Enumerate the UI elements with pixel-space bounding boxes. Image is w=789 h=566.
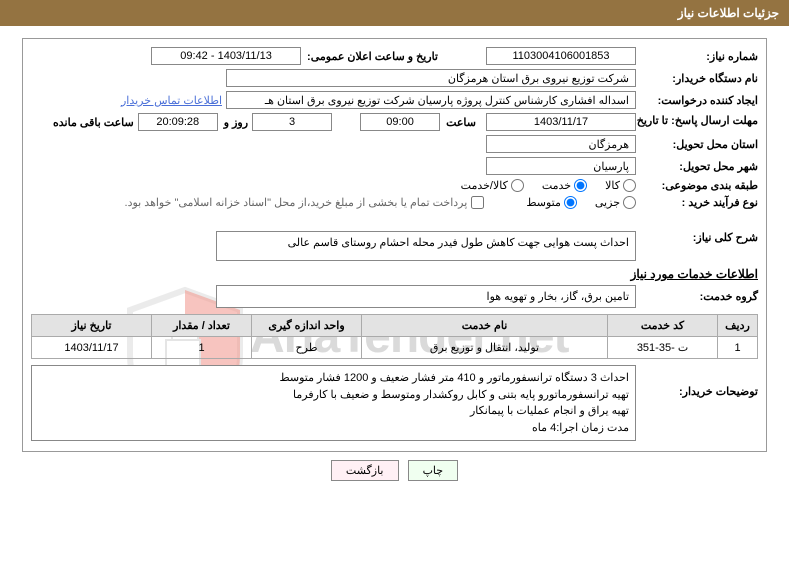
process-label: نوع فرآیند خرید :	[640, 196, 758, 209]
radio-both[interactable]: کالا/خدمت	[461, 179, 524, 192]
buyer-note-line: تهیه یراق و انجام عملیات با پیمانکار	[38, 403, 629, 420]
radio-goods-label: کالا	[605, 179, 620, 192]
radio-small[interactable]: جزیی	[595, 196, 636, 209]
table-row: 1ت -35-351تولید، انتقال و توزیع برقطرح11…	[32, 337, 758, 359]
buyer-notes-label: توضیحات خریدار:	[640, 365, 758, 398]
table-header: تعداد / مقدار	[152, 315, 252, 337]
table-header: تاریخ نیاز	[32, 315, 152, 337]
buyer-org-label: نام دستگاه خریدار:	[640, 72, 758, 85]
button-row: چاپ بازگشت	[0, 460, 789, 481]
radio-service-label: خدمت	[542, 179, 571, 192]
days-and: روز و	[222, 116, 248, 129]
table-header: واحد اندازه گیری	[252, 315, 362, 337]
treasury-note: پرداخت تمام یا بخشی از مبلغ خرید،از محل …	[125, 196, 468, 209]
buyer-note-line: مدت زمان اجرا:4 ماه	[38, 420, 629, 437]
need-number-label: شماره نیاز:	[640, 50, 758, 63]
time-label: ساعت	[444, 116, 476, 129]
table-cell: 1	[718, 337, 758, 359]
radio-goods-input[interactable]	[623, 179, 636, 192]
table-header: ردیف	[718, 315, 758, 337]
city-label: شهر محل تحویل:	[640, 160, 758, 173]
need-desc-label: شرح کلی نیاز:	[640, 231, 758, 244]
buyer-note-line: تهیه ترانسفورماتورو پایه بتنی و کابل روک…	[38, 387, 629, 404]
radio-medium-input[interactable]	[564, 196, 577, 209]
need-desc-text: احداث پست هوایی جهت کاهش طول فیدر محله ا…	[288, 237, 629, 249]
deadline-time: 09:00	[360, 113, 440, 131]
main-panel: شماره نیاز: 1103004106001853 تاریخ و ساع…	[22, 38, 767, 452]
contact-buyer-link[interactable]: اطلاعات تماس خریدار	[121, 94, 222, 107]
services-table: ردیفکد خدمتنام خدمتواحد اندازه گیریتعداد…	[31, 314, 758, 359]
radio-service-input[interactable]	[574, 179, 587, 192]
province-label: استان محل تحویل:	[640, 138, 758, 151]
table-cell: 1403/11/17	[32, 337, 152, 359]
requester-label: ایجاد کننده درخواست:	[640, 94, 758, 107]
buyer-org-value: شرکت توزیع نیروی برق استان هرمزگان	[226, 69, 636, 87]
need-desc-box: احداث پست هوایی جهت کاهش طول فیدر محله ا…	[216, 231, 636, 261]
service-group-value: تامین برق، گاز، بخار و تهویه هوا	[487, 291, 629, 303]
table-header: نام خدمت	[362, 315, 608, 337]
radio-goods[interactable]: کالا	[605, 179, 636, 192]
service-group-label: گروه خدمت:	[640, 290, 758, 303]
category-label: طبقه بندی موضوعی:	[640, 179, 758, 192]
service-group-box: تامین برق، گاز، بخار و تهویه هوا	[216, 285, 636, 308]
announce-label: تاریخ و ساعت اعلان عمومی:	[305, 50, 438, 63]
table-cell: تولید، انتقال و توزیع برق	[362, 337, 608, 359]
print-button[interactable]: چاپ	[408, 460, 459, 481]
hms-value: 20:09:28	[138, 113, 218, 131]
radio-service[interactable]: خدمت	[542, 179, 587, 192]
city-value: پارسیان	[486, 157, 636, 175]
treasury-checkbox[interactable]	[471, 196, 484, 209]
deadline-label: مهلت ارسال پاسخ: تا تاریخ:	[640, 115, 758, 128]
buyer-note-line: احداث 3 دستگاه ترانسفورماتور و 410 متر ف…	[38, 370, 629, 387]
panel-header: جزئیات اطلاعات نیاز	[0, 0, 789, 26]
back-button[interactable]: بازگشت	[331, 460, 399, 481]
radio-both-label: کالا/خدمت	[461, 179, 508, 192]
table-cell: 1	[152, 337, 252, 359]
radio-both-input[interactable]	[511, 179, 524, 192]
need-number-value: 1103004106001853	[486, 47, 636, 65]
table-header: کد خدمت	[608, 315, 718, 337]
radio-small-label: جزیی	[595, 196, 620, 209]
announce-value: 1403/11/13 - 09:42	[151, 47, 301, 65]
table-cell: ت -35-351	[608, 337, 718, 359]
remaining-label: ساعت باقی مانده	[51, 116, 134, 129]
requester-value: اسداله افشاری کارشناس کنترل پروژه پارسیا…	[226, 91, 636, 109]
radio-medium-label: متوسط	[526, 196, 561, 209]
radio-small-input[interactable]	[623, 196, 636, 209]
panel-title: جزئیات اطلاعات نیاز	[678, 6, 779, 20]
services-section-title: اطلاعات خدمات مورد نیاز	[31, 267, 758, 281]
deadline-date: 1403/11/17	[486, 113, 636, 131]
table-cell: طرح	[252, 337, 362, 359]
radio-medium[interactable]: متوسط	[526, 196, 577, 209]
days-value: 3	[252, 113, 332, 131]
buyer-notes-box: احداث 3 دستگاه ترانسفورماتور و 410 متر ف…	[31, 365, 636, 441]
province-value: هرمزگان	[486, 135, 636, 153]
